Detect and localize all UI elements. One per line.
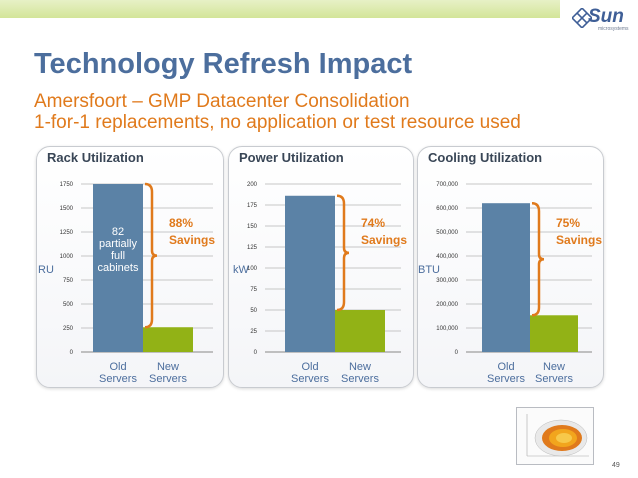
logo-text: Sun	[588, 6, 624, 27]
savings-label: Savings	[556, 233, 602, 247]
y-tick-label: 75	[250, 287, 257, 293]
bar-annotation-line: full	[111, 250, 125, 262]
chart-title: Rack Utilization	[47, 150, 144, 165]
chart-title: Cooling Utilization	[428, 150, 543, 165]
y-tick-label: 300,000	[436, 278, 458, 284]
bar-annotation-line: cabinets	[98, 262, 139, 274]
y-tick-label: 1000	[60, 254, 74, 260]
subtitle-line-2: 1-for-1 replacements, no application or …	[34, 112, 521, 133]
y-tick-label: 500	[63, 302, 74, 308]
cooling-utilization-chart: 0 100,000 200,000 300,000 400,000 500,000 600,…	[418, 182, 602, 385]
savings-label: Savings	[169, 233, 215, 247]
logo-tagline: microsystems	[598, 26, 629, 32]
page-number: 49	[612, 462, 620, 469]
rack-utilization-panel: Rack Utilization 0 250 500 750 1000 1250 1500 1…	[36, 146, 224, 388]
category-label: Servers	[149, 373, 187, 385]
category-label: New	[157, 361, 179, 373]
y-tick-label: 750	[63, 278, 74, 284]
thumbnail-diagram	[516, 407, 594, 465]
y-tick-label: 50	[250, 308, 257, 314]
chart-title: Power Utilization	[239, 150, 344, 165]
sun-logo: Sun microsystems	[572, 4, 634, 36]
category-label: Old	[109, 361, 126, 373]
bar-old-servers	[93, 184, 143, 352]
y-tick-label: 0	[455, 350, 459, 356]
category-label: New	[349, 361, 371, 373]
y-tick-label: 100	[247, 266, 258, 272]
category-label: Servers	[487, 373, 525, 385]
y-tick-label: 150	[247, 224, 258, 230]
y-tick-label: 200	[247, 182, 258, 188]
category-label: New	[543, 361, 565, 373]
y-tick-label: 200,000	[436, 302, 458, 308]
savings-label: Savings	[361, 233, 407, 247]
y-tick-label: 400,000	[436, 254, 458, 260]
savings-bracket	[531, 201, 545, 317]
y-tick-label: 175	[247, 203, 258, 209]
y-tick-label: 125	[247, 245, 258, 251]
savings-percent: 75%	[556, 216, 580, 230]
savings-bracket	[336, 194, 350, 312]
rack-utilization-chart: 02505007501000125015001750RUOldServersNe…	[38, 182, 215, 385]
bar-new-servers	[143, 327, 193, 352]
y-axis-label: BTU	[418, 264, 440, 276]
bar-old-servers	[482, 203, 530, 352]
y-tick-label: 100,000	[436, 326, 458, 332]
y-tick-label: 1750	[60, 182, 74, 188]
subtitle-line-1: Amersfoort – GMP Datacenter Consolidatio…	[34, 91, 410, 112]
category-label: Old	[497, 361, 514, 373]
y-tick-label: 1250	[60, 230, 74, 236]
category-label: Servers	[535, 373, 573, 385]
y-axis-label: kW	[233, 264, 250, 276]
bar-new-servers	[335, 310, 385, 352]
y-tick-label: 700,000	[436, 182, 458, 188]
savings-percent: 88%	[169, 216, 193, 230]
category-label: Servers	[291, 373, 329, 385]
bar-annotation-line: 82	[112, 226, 124, 238]
power-utilization-panel: Power Utilization 0 25 50 75 100 125 150 175 200…	[228, 146, 414, 388]
slide-title: Technology Refresh Impact	[34, 48, 413, 80]
bar-annotation-line: partially	[99, 238, 137, 250]
y-tick-label: 1500	[60, 206, 74, 212]
sun-logo-icon	[572, 8, 592, 28]
y-tick-label: 600,000	[436, 206, 458, 212]
category-label: Servers	[341, 373, 379, 385]
savings-percent: 74%	[361, 216, 385, 230]
category-label: Servers	[99, 373, 137, 385]
y-tick-label: 500,000	[436, 230, 458, 236]
power-utilization-chart: 0255075100125150175200kWOldServersNewSer…	[233, 182, 407, 385]
y-tick-label: 25	[250, 329, 257, 335]
y-tick-label: 250	[63, 326, 74, 332]
y-tick-label: 0	[254, 350, 258, 356]
category-label: Old	[301, 361, 318, 373]
y-axis-label: RU	[38, 264, 54, 276]
savings-bracket	[144, 182, 158, 329]
bar-new-servers	[530, 315, 578, 352]
top-banner	[0, 0, 560, 18]
y-tick-label: 0	[70, 350, 74, 356]
cooling-utilization-panel: Cooling Utilization 0 100,000 200,000 300,0…	[417, 146, 604, 388]
bar-old-servers	[285, 195, 335, 352]
